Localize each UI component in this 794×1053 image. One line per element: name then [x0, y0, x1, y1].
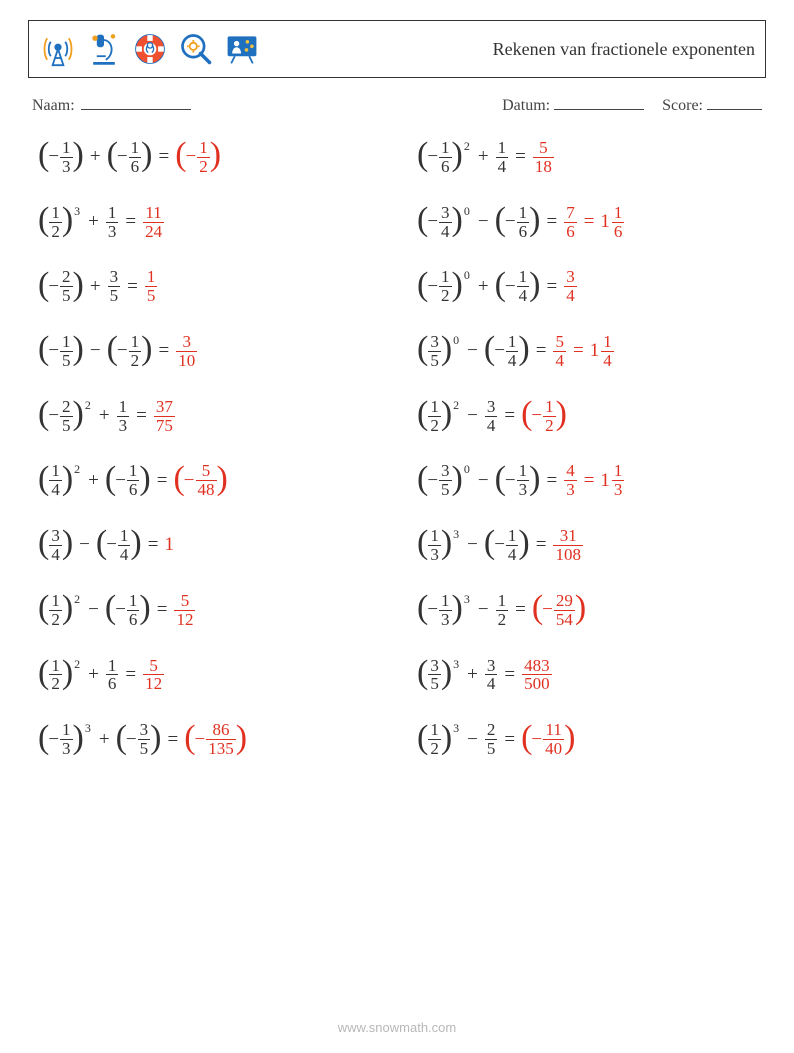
column-left: −13+−16=−12 123+13=1124 −25+35=15 −15−−12=3… [38, 139, 377, 758]
problem-row: 133−−14=31108 [417, 527, 756, 564]
magnifier-icon [177, 30, 215, 68]
problem-row: −133+−35=−86135 [38, 721, 377, 758]
antenna-icon [39, 30, 77, 68]
problem-row: −162+14=518 [417, 139, 756, 176]
header-box: Rekenen van fractionele exponenten [28, 20, 766, 78]
problems: −13+−16=−12 123+13=1124 −25+35=15 −15−−12=3… [28, 139, 766, 758]
problem-row: −15−−12=310 [38, 333, 377, 370]
problem-row: 123+13=1124 [38, 204, 377, 241]
name-label: Naam: [32, 97, 75, 115]
problem-row: −25+35=15 [38, 268, 377, 305]
problem-row: 353+34=483500 [417, 657, 756, 694]
problem-row: −120+−14=34 [417, 268, 756, 305]
problem-row: 142+−16=−548 [38, 462, 377, 499]
board-icon [223, 30, 261, 68]
problem-row: 122−34=−12 [417, 398, 756, 435]
problem-row: −340−−16=76=116 [417, 204, 756, 241]
column-right: −162+14=518 −340−−16=76=116 −120+−14=34 350… [417, 139, 756, 758]
problem-row: 34−−14=1 [38, 527, 377, 564]
name-blank[interactable] [81, 96, 191, 110]
problem-row: 122+16=512 [38, 657, 377, 694]
lifebuoy-icon [131, 30, 169, 68]
header-icons [39, 30, 261, 68]
problem-row: −350−−13=43=113 [417, 462, 756, 499]
problem-row: 350−−14=54=114 [417, 333, 756, 370]
score-label: Score: [662, 97, 703, 114]
date-blank[interactable] [554, 96, 644, 110]
worksheet-title: Rekenen van fractionele exponenten [493, 39, 755, 60]
meta-row: Naam: Datum: Score: [32, 96, 762, 115]
footer-url: www.snowmath.com [0, 1020, 794, 1035]
problem-row: −13+−16=−12 [38, 139, 377, 176]
problem-row: −133−12=−2954 [417, 592, 756, 629]
date-label: Datum: [502, 97, 550, 114]
problem-row: 122−−16=512 [38, 592, 377, 629]
microscope-icon [85, 30, 123, 68]
score-blank[interactable] [707, 96, 762, 110]
problem-row: −252+13=3775 [38, 398, 377, 435]
problem-row: 123−25=−1140 [417, 721, 756, 758]
